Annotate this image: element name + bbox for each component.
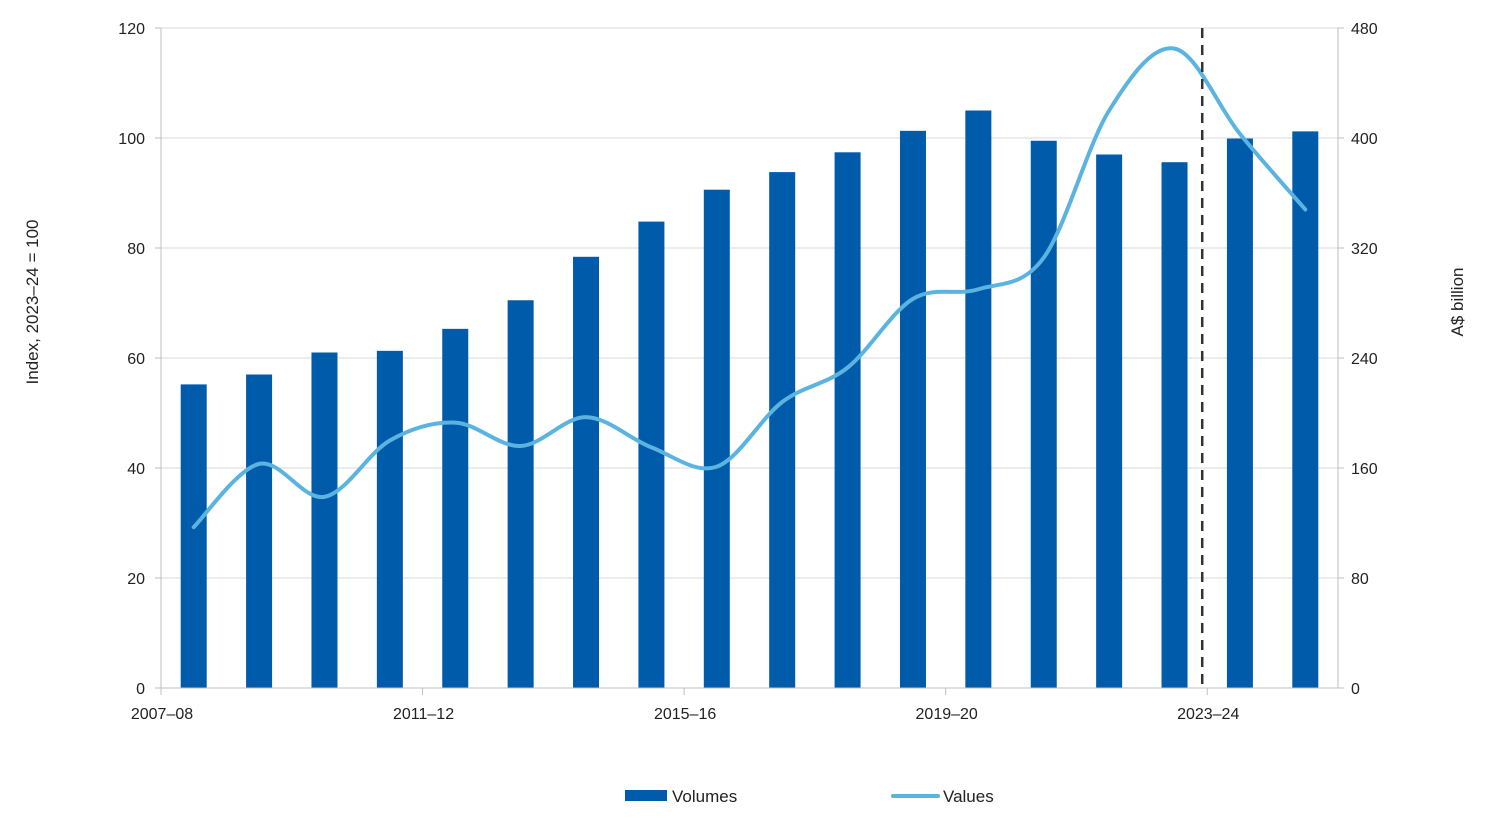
y2-tick-label-320: 320 — [1351, 241, 1378, 258]
y-tick-label-40: 40 — [127, 461, 145, 478]
x-tick-label-2023–24: 2023–24 — [1177, 706, 1239, 723]
y2-tick-label-80: 80 — [1351, 571, 1369, 588]
y2-tick-label-240: 240 — [1351, 351, 1378, 368]
bar-2021–22 — [1096, 154, 1123, 688]
y2-tick-label-160: 160 — [1351, 461, 1378, 478]
bar-2016–17 — [769, 172, 796, 689]
bar-2007–08 — [180, 384, 207, 688]
y-axis-title: Index, 2023–24 = 100 — [23, 220, 42, 385]
y-tick-label-120: 120 — [118, 21, 145, 38]
bar-2022–23 — [1161, 162, 1188, 688]
bar-2017–18 — [834, 152, 861, 689]
y-tick-label-0: 0 — [136, 681, 145, 698]
y-tick-label-80: 80 — [127, 241, 145, 258]
legend-label-volumes: Volumes — [672, 787, 737, 806]
legend: Volumes Values — [625, 787, 994, 806]
x-tick-label-2011–12: 2011–12 — [393, 706, 454, 723]
values-line-path — [191, 46, 1308, 530]
y-tick-label-100: 100 — [118, 131, 145, 148]
bar-2015–16 — [703, 189, 730, 688]
x-tick-label-2019–20: 2019–20 — [916, 706, 978, 723]
axes — [155, 27, 1344, 695]
legend-swatch-volumes — [625, 790, 667, 801]
volume-bars — [180, 110, 1319, 689]
bar-2010–11 — [376, 350, 403, 688]
bar-2020–21 — [1030, 140, 1057, 688]
bar-2011–12 — [442, 328, 469, 688]
y-tick-label-60: 60 — [127, 351, 145, 368]
legend-label-values: Values — [943, 787, 994, 806]
bar-2024–25 — [1292, 131, 1319, 688]
bar-2013–14 — [573, 256, 600, 688]
tick-labels: 0 20 40 60 80 100 120 0 80 160 240 320 400 480 2007–08… — [118, 21, 1378, 723]
values-line — [191, 46, 1308, 530]
gridlines — [161, 27, 1338, 579]
bar-2014–15 — [638, 221, 665, 688]
y2-tick-label-400: 400 — [1351, 131, 1378, 148]
y2-tick-label-480: 480 — [1351, 21, 1378, 38]
bar-2018–19 — [899, 130, 926, 689]
y2-axis-title: A$ billion — [1448, 268, 1467, 337]
bar-2023–24 — [1226, 138, 1253, 689]
x-tick-label-2015–16: 2015–16 — [654, 706, 716, 723]
x-tick-label-2007–08: 2007–08 — [131, 706, 193, 723]
bar-2019–20 — [965, 110, 992, 688]
bar-2012–13 — [507, 300, 534, 688]
bar-2009–10 — [311, 352, 338, 688]
y-tick-label-20: 20 — [127, 571, 145, 588]
bar-2008–09 — [246, 374, 273, 688]
y2-tick-label-0: 0 — [1351, 681, 1360, 698]
